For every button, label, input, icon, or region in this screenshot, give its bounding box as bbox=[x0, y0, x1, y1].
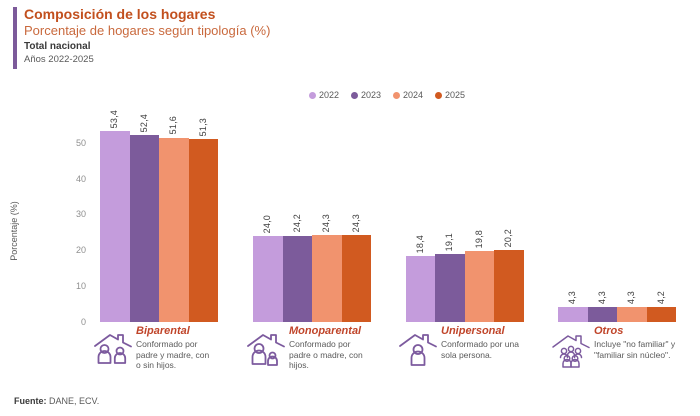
bar-monoparental-2025 bbox=[341, 235, 371, 322]
source-note: Fuente: DANE, ECV. bbox=[14, 396, 99, 406]
group-household-home-icon bbox=[552, 335, 590, 368]
single-person-home-icon bbox=[399, 334, 437, 366]
bar-value-label: 20,2 bbox=[503, 228, 514, 247]
bar-value-label: 4,3 bbox=[626, 290, 637, 304]
legend-label: 2025 bbox=[445, 90, 466, 100]
header-accent-bar bbox=[13, 7, 17, 69]
category-name: Monoparental bbox=[289, 325, 362, 337]
bar-unipersonal-2024 bbox=[464, 251, 494, 322]
category-block-biparental: Biparental Conformado por padre y madre,… bbox=[93, 325, 245, 387]
bar-biparental-2025 bbox=[188, 138, 218, 322]
page-subtitle: Porcentaje de hogares según tipología (%… bbox=[24, 23, 271, 38]
bar-value-label: 4,2 bbox=[655, 290, 666, 305]
legend-swatch bbox=[308, 91, 316, 99]
bar-value-label: 19,8 bbox=[473, 230, 484, 249]
category-description: Conformado por padre y madre, con o sin … bbox=[136, 339, 210, 370]
legend-label: 2024 bbox=[403, 90, 424, 100]
bar-value-label: 51,6 bbox=[168, 116, 179, 135]
bar-value-label: 18,4 bbox=[414, 234, 425, 254]
legend-item-2024: 2024 bbox=[393, 90, 423, 100]
bar-value-label: 52,4 bbox=[138, 113, 149, 132]
bar-otros-2023 bbox=[587, 306, 617, 322]
bar-otros-2022 bbox=[558, 306, 588, 322]
bar-biparental-2023 bbox=[129, 134, 159, 322]
legend-item-2023: 2023 bbox=[350, 90, 381, 100]
bar-unipersonal-2025 bbox=[494, 249, 524, 322]
legend-item-2025: 2025 bbox=[435, 90, 465, 100]
coverage-label: Total nacional bbox=[24, 41, 91, 52]
legend-label: 2023 bbox=[360, 90, 381, 100]
single-parent-family-home-icon bbox=[247, 334, 285, 366]
y-axis-title: Porcentaje (%) bbox=[9, 201, 19, 261]
page-title: Composición de los hogares bbox=[24, 6, 216, 22]
category-name: Unipersonal bbox=[441, 325, 505, 337]
category-name: Biparental bbox=[136, 325, 190, 337]
bar-otros-2025 bbox=[646, 307, 676, 322]
bar-monoparental-2022 bbox=[253, 236, 283, 322]
bar-value-label: 24,3 bbox=[350, 213, 361, 233]
bar-value-label: 24,2 bbox=[291, 214, 302, 233]
bar-unipersonal-2022 bbox=[405, 256, 435, 322]
category-description: Conformado por padre o madre, con hijos. bbox=[289, 339, 363, 370]
years-label: Años 2022-2025 bbox=[24, 54, 94, 65]
bar-otros-2024 bbox=[617, 306, 647, 322]
category-block-otros: Otros Incluye "no familiar" y "familiar … bbox=[551, 325, 700, 387]
bar-monoparental-2024 bbox=[312, 235, 342, 322]
legend-swatch bbox=[393, 91, 400, 99]
bar-value-label: 53,4 bbox=[109, 110, 120, 129]
bar-value-label: 19,1 bbox=[444, 232, 455, 251]
bar-value-label: 24,3 bbox=[321, 213, 332, 233]
legend-item-2022: 2022 bbox=[308, 90, 339, 100]
y-axis-tick-label: 0 bbox=[80, 316, 86, 327]
bar-value-label: 24,0 bbox=[262, 215, 273, 234]
source-label: Fuente: bbox=[14, 396, 47, 406]
bar-biparental-2024 bbox=[159, 137, 189, 322]
bar-value-label: 4,3 bbox=[596, 290, 607, 304]
category-name: Otros bbox=[594, 325, 624, 337]
y-axis-tick-label: 10 bbox=[75, 280, 86, 291]
bar-value-label: 51,3 bbox=[197, 117, 208, 136]
category-description: Incluye "no familiar" y "familiar sin nú… bbox=[594, 339, 676, 360]
legend-swatch bbox=[350, 91, 358, 99]
category-block-unipersonal: Unipersonal Conformado por una sola pers… bbox=[398, 325, 550, 387]
bar-unipersonal-2023 bbox=[435, 253, 465, 322]
y-axis-tick-label: 40 bbox=[75, 173, 86, 184]
y-axis-tick-label: 50 bbox=[75, 138, 86, 148]
source-value: DANE, ECV. bbox=[49, 396, 100, 406]
category-description: Conformado por una sola persona. bbox=[441, 339, 519, 360]
y-axis-tick-label: 30 bbox=[75, 209, 86, 220]
legend-swatch bbox=[435, 91, 443, 99]
legend-label: 2022 bbox=[318, 90, 339, 100]
chart-legend: 2022 2023 2024 2025 bbox=[97, 88, 677, 102]
y-axis-tick-label: 20 bbox=[75, 245, 86, 256]
two-parents-family-home-icon bbox=[94, 334, 132, 364]
bar-value-label: 4,3 bbox=[567, 290, 578, 304]
bar-monoparental-2023 bbox=[282, 235, 312, 322]
category-block-monoparental: Monoparental Conformado por padre o madr… bbox=[246, 325, 398, 387]
bar-biparental-2022 bbox=[100, 131, 130, 322]
